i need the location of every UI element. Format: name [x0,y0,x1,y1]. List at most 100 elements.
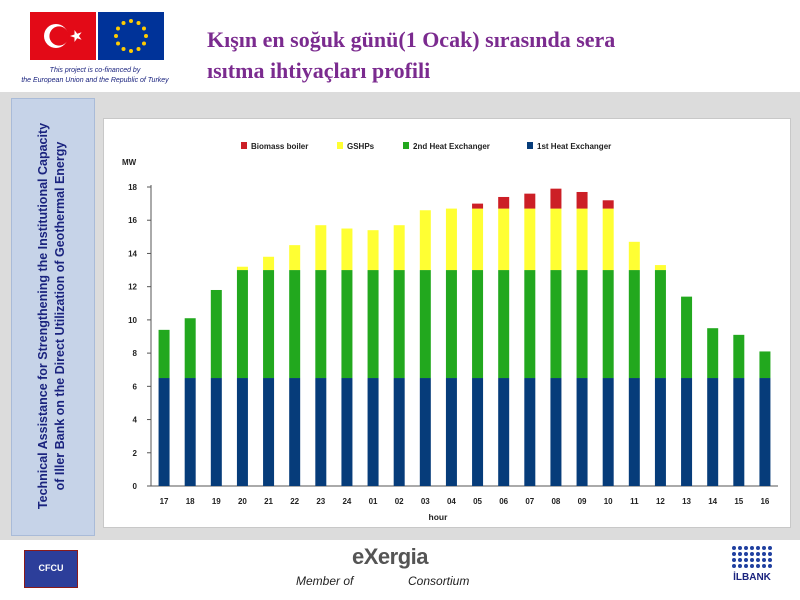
bar-segment-1st-heat-exchanger [236,378,248,486]
x-tick-label: 10 [604,497,613,506]
ilbank-dot-icon [756,552,760,556]
footer: CFCU eXergia Member of Consortium İLBANK [0,540,800,600]
ilbank-dot-icon [762,546,766,550]
x-tick-label: 06 [499,497,508,506]
bar-segment-2nd-heat-exchanger [289,270,301,379]
ilbank-dot-icon [744,558,748,562]
bar-segment-1st-heat-exchanger [315,378,327,486]
bar-segment-1st-heat-exchanger [289,378,301,486]
cofinance-note: This project is co-financed by the Europ… [0,66,190,86]
x-tick-label: 07 [525,497,534,506]
bar-segment-biomass-boiler [472,203,484,209]
y-tick-label: 2 [133,449,138,458]
bar-segment-gshps [367,230,379,271]
eu-star-icon [116,41,121,46]
bar-segment-1st-heat-exchanger [602,378,614,486]
exergia-logo: eXergia [352,544,429,569]
bar-segment-2nd-heat-exchanger [550,270,562,379]
eu-star-icon [144,34,148,38]
x-tick-label: 17 [160,497,169,506]
bar-segment-1st-heat-exchanger [759,378,771,486]
bar-segment-1st-heat-exchanger [419,378,431,486]
eu-star-icon [136,21,141,26]
x-tick-label: 03 [421,497,430,506]
ilbank-dot-icon [738,546,742,550]
ilbank-dot-icon [744,552,748,556]
x-tick-label: 22 [290,497,299,506]
bar-segment-2nd-heat-exchanger [498,270,510,379]
cfcu-logo: CFCU [24,550,78,588]
bar-segment-2nd-heat-exchanger [707,328,719,379]
ilbank-dot-icon [756,564,760,568]
bar-segment-gshps [576,208,588,271]
ilbank-dot-icon [768,552,772,556]
side-panel-text: Technical Assistance for Strengthening t… [35,98,69,534]
eu-star-icon [141,41,146,46]
bar-segment-2nd-heat-exchanger [236,270,248,379]
legend-swatch [527,142,533,149]
bar-segment-gshps [472,208,484,271]
bar-segment-2nd-heat-exchanger [393,270,405,379]
bar-segment-1st-heat-exchanger [263,378,275,486]
bar-segment-2nd-heat-exchanger [263,270,275,379]
x-tick-label: 14 [708,497,717,506]
ilbank-label: İLBANK [733,572,771,583]
legend-swatch [241,142,247,149]
legend-label: Biomass boiler [251,142,308,151]
legend-label: 1st Heat Exchanger [537,142,611,151]
title-line-1: Kışın en soğuk günü(1 Ocak) sırasında se… [207,27,616,52]
bar-segment-biomass-boiler [550,188,562,209]
y-tick-label: 18 [128,183,137,192]
ilbank-dot-icon [750,564,754,568]
x-tick-label: 08 [551,497,560,506]
bar-segment-gshps [498,208,510,271]
ilbank-dot-icon [768,546,772,550]
bar-segment-1st-heat-exchanger [184,378,196,486]
bar-segment-2nd-heat-exchanger [654,270,666,379]
x-axis-label: hour [429,512,449,522]
y-tick-label: 0 [133,482,138,491]
bar-segment-1st-heat-exchanger [550,378,562,486]
bar-segment-2nd-heat-exchanger [367,270,379,379]
bar-segment-gshps [289,245,301,271]
bar-segment-2nd-heat-exchanger [315,270,327,379]
bar-segment-gshps [602,208,614,271]
bar-segment-1st-heat-exchanger [524,378,536,486]
x-tick-label: 21 [264,497,273,506]
bar-segment-biomass-boiler [524,193,536,209]
x-tick-label: 05 [473,497,482,506]
side-line-2: of Iller Bank on the Direct Utilization … [53,141,67,491]
x-tick-label: 09 [578,497,587,506]
bar-segment-2nd-heat-exchanger [524,270,536,379]
bar-segment-1st-heat-exchanger [628,378,640,486]
ilbank-dot-icon [756,546,760,550]
bar-segment-1st-heat-exchanger [707,378,719,486]
ilbank-dot-icon [768,564,772,568]
eu-star-icon [114,34,118,38]
cofinance-line-2: the European Union and the Republic of T… [21,77,169,84]
bar-segment-2nd-heat-exchanger [445,270,457,379]
x-tick-label: 23 [316,497,325,506]
bar-segment-1st-heat-exchanger [210,378,222,486]
ilbank-dot-icon [744,564,748,568]
ilbank-dot-icon [732,552,736,556]
x-tick-label: 19 [212,497,221,506]
ilbank-dot-icon [738,552,742,556]
ilbank-dot-icon [738,558,742,562]
x-tick-label: 24 [342,497,351,506]
bar-segment-gshps [628,241,640,271]
eu-star-icon [121,46,126,51]
bar-segment-2nd-heat-exchanger [184,318,196,379]
bar-segment-2nd-heat-exchanger [210,289,222,379]
x-tick-label: 11 [630,497,639,506]
legend-swatch [403,142,409,149]
cfcu-label: CFCU [38,563,64,573]
bar-segment-1st-heat-exchanger [472,378,484,486]
x-tick-label: 12 [656,497,665,506]
bar-segment-biomass-boiler [576,191,588,209]
x-tick-label: 13 [682,497,691,506]
ilbank-dot-icon [750,546,754,550]
bar-segment-gshps [445,208,457,271]
legend-swatch [337,142,343,149]
